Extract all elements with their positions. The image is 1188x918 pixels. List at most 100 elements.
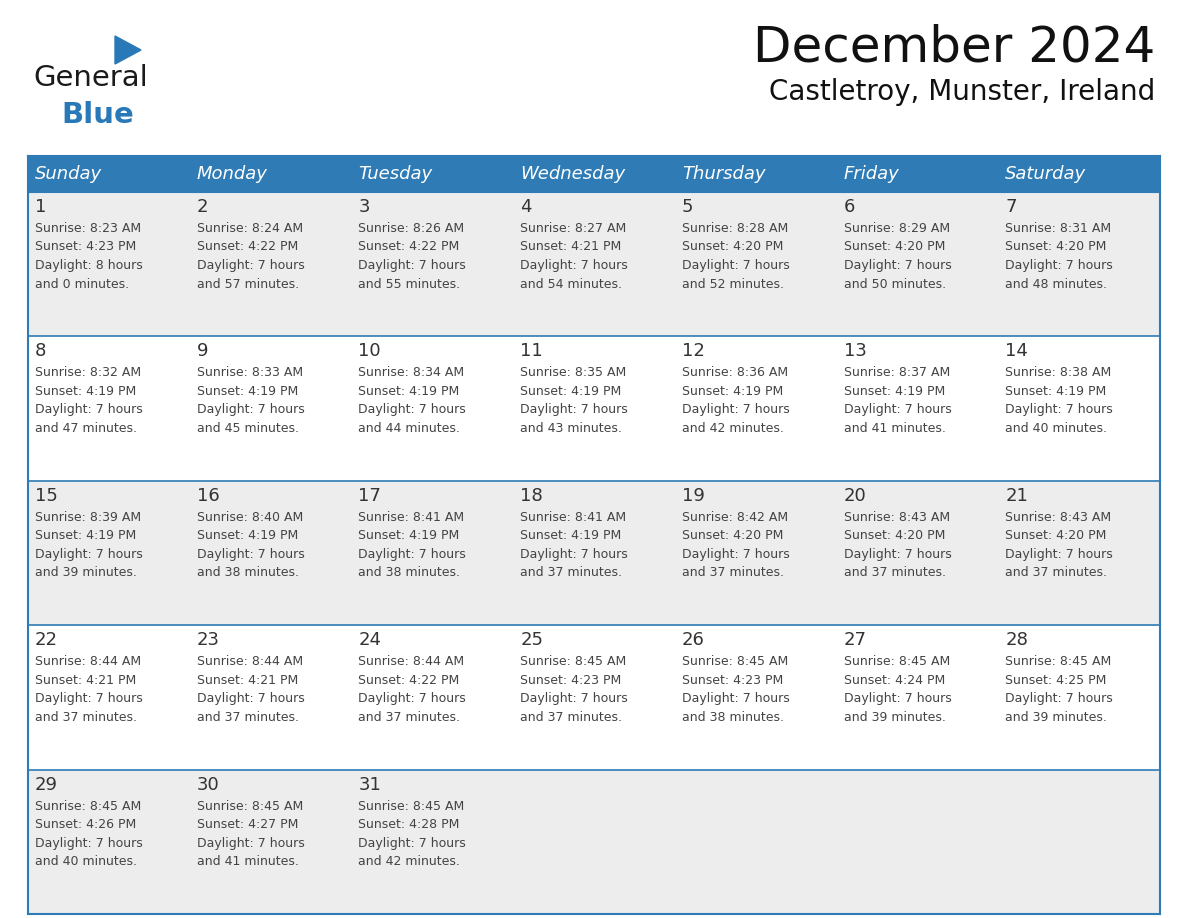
Text: Daylight: 7 hours: Daylight: 7 hours — [682, 259, 790, 272]
Text: and 45 minutes.: and 45 minutes. — [197, 422, 298, 435]
Text: Daylight: 7 hours: Daylight: 7 hours — [1005, 403, 1113, 417]
Text: Sunset: 4:19 PM: Sunset: 4:19 PM — [34, 385, 137, 397]
Text: Sunset: 4:19 PM: Sunset: 4:19 PM — [359, 530, 460, 543]
Text: Daylight: 7 hours: Daylight: 7 hours — [197, 548, 304, 561]
Text: Sunset: 4:22 PM: Sunset: 4:22 PM — [359, 241, 460, 253]
Text: Daylight: 7 hours: Daylight: 7 hours — [359, 692, 466, 705]
Text: Sunrise: 8:40 AM: Sunrise: 8:40 AM — [197, 510, 303, 524]
Text: Sunrise: 8:45 AM: Sunrise: 8:45 AM — [843, 655, 950, 668]
Text: Daylight: 7 hours: Daylight: 7 hours — [520, 403, 628, 417]
Text: Sunrise: 8:26 AM: Sunrise: 8:26 AM — [359, 222, 465, 235]
Text: Sunrise: 8:36 AM: Sunrise: 8:36 AM — [682, 366, 788, 379]
Text: Sunset: 4:19 PM: Sunset: 4:19 PM — [843, 385, 944, 397]
Text: 1: 1 — [34, 198, 46, 216]
Text: Sunset: 4:23 PM: Sunset: 4:23 PM — [520, 674, 621, 687]
Text: and 40 minutes.: and 40 minutes. — [1005, 422, 1107, 435]
Text: 2: 2 — [197, 198, 208, 216]
Text: and 38 minutes.: and 38 minutes. — [682, 711, 784, 723]
Text: 17: 17 — [359, 487, 381, 505]
Text: Sunrise: 8:45 AM: Sunrise: 8:45 AM — [359, 800, 465, 812]
Text: Daylight: 8 hours: Daylight: 8 hours — [34, 259, 143, 272]
Text: Daylight: 7 hours: Daylight: 7 hours — [1005, 548, 1113, 561]
Text: 19: 19 — [682, 487, 704, 505]
Text: and 37 minutes.: and 37 minutes. — [520, 711, 623, 723]
Text: and 54 minutes.: and 54 minutes. — [520, 277, 623, 290]
Text: Sunrise: 8:27 AM: Sunrise: 8:27 AM — [520, 222, 626, 235]
Text: Daylight: 7 hours: Daylight: 7 hours — [1005, 692, 1113, 705]
Text: and 42 minutes.: and 42 minutes. — [682, 422, 784, 435]
Bar — [29, 156, 190, 192]
Text: and 47 minutes.: and 47 minutes. — [34, 422, 137, 435]
Text: Daylight: 7 hours: Daylight: 7 hours — [197, 259, 304, 272]
Text: Sunset: 4:23 PM: Sunset: 4:23 PM — [682, 674, 783, 687]
Text: Daylight: 7 hours: Daylight: 7 hours — [843, 692, 952, 705]
Bar — [836, 156, 998, 192]
Bar — [29, 336, 1159, 481]
Text: Daylight: 7 hours: Daylight: 7 hours — [682, 548, 790, 561]
Text: Sunrise: 8:43 AM: Sunrise: 8:43 AM — [843, 510, 949, 524]
Text: Sunset: 4:22 PM: Sunset: 4:22 PM — [197, 241, 298, 253]
Text: and 37 minutes.: and 37 minutes. — [197, 711, 298, 723]
Text: Sunrise: 8:45 AM: Sunrise: 8:45 AM — [682, 655, 788, 668]
Text: Sunset: 4:21 PM: Sunset: 4:21 PM — [197, 674, 298, 687]
Text: 25: 25 — [520, 632, 543, 649]
Text: Sunrise: 8:38 AM: Sunrise: 8:38 AM — [1005, 366, 1112, 379]
Text: Daylight: 7 hours: Daylight: 7 hours — [682, 692, 790, 705]
Text: 31: 31 — [359, 776, 381, 793]
Text: Sunrise: 8:41 AM: Sunrise: 8:41 AM — [520, 510, 626, 524]
Text: 4: 4 — [520, 198, 532, 216]
Text: Sunset: 4:19 PM: Sunset: 4:19 PM — [197, 530, 298, 543]
Text: Daylight: 7 hours: Daylight: 7 hours — [843, 548, 952, 561]
Text: Sunrise: 8:29 AM: Sunrise: 8:29 AM — [843, 222, 949, 235]
Text: Wednesday: Wednesday — [520, 165, 625, 183]
Text: Castletroy, Munster, Ireland: Castletroy, Munster, Ireland — [769, 78, 1155, 106]
Bar — [29, 625, 1159, 769]
Text: Sunset: 4:24 PM: Sunset: 4:24 PM — [843, 674, 944, 687]
Text: Sunrise: 8:39 AM: Sunrise: 8:39 AM — [34, 510, 141, 524]
Text: Sunrise: 8:32 AM: Sunrise: 8:32 AM — [34, 366, 141, 379]
Bar — [352, 156, 513, 192]
Bar — [29, 481, 1159, 625]
Text: and 52 minutes.: and 52 minutes. — [682, 277, 784, 290]
Text: Daylight: 7 hours: Daylight: 7 hours — [520, 692, 628, 705]
Text: 20: 20 — [843, 487, 866, 505]
Text: Sunrise: 8:45 AM: Sunrise: 8:45 AM — [520, 655, 626, 668]
Text: Sunset: 4:19 PM: Sunset: 4:19 PM — [1005, 385, 1106, 397]
Text: Daylight: 7 hours: Daylight: 7 hours — [843, 259, 952, 272]
Text: Sunset: 4:26 PM: Sunset: 4:26 PM — [34, 818, 137, 831]
Text: and 41 minutes.: and 41 minutes. — [843, 422, 946, 435]
Text: December 2024: December 2024 — [753, 23, 1155, 71]
Bar — [513, 156, 675, 192]
Text: 18: 18 — [520, 487, 543, 505]
Text: Sunrise: 8:41 AM: Sunrise: 8:41 AM — [359, 510, 465, 524]
Text: and 37 minutes.: and 37 minutes. — [843, 566, 946, 579]
Bar — [190, 156, 352, 192]
Text: Sunrise: 8:28 AM: Sunrise: 8:28 AM — [682, 222, 788, 235]
Text: Sunset: 4:19 PM: Sunset: 4:19 PM — [34, 530, 137, 543]
Text: Sunrise: 8:35 AM: Sunrise: 8:35 AM — [520, 366, 626, 379]
Text: Daylight: 7 hours: Daylight: 7 hours — [34, 692, 143, 705]
Text: Sunrise: 8:31 AM: Sunrise: 8:31 AM — [1005, 222, 1112, 235]
Text: and 48 minutes.: and 48 minutes. — [1005, 277, 1107, 290]
Text: 3: 3 — [359, 198, 369, 216]
Text: 5: 5 — [682, 198, 694, 216]
Text: Sunrise: 8:23 AM: Sunrise: 8:23 AM — [34, 222, 141, 235]
Text: 10: 10 — [359, 342, 381, 361]
Text: and 55 minutes.: and 55 minutes. — [359, 277, 461, 290]
Text: Sunset: 4:19 PM: Sunset: 4:19 PM — [359, 385, 460, 397]
Text: Thursday: Thursday — [682, 165, 765, 183]
Text: and 37 minutes.: and 37 minutes. — [520, 566, 623, 579]
Text: 22: 22 — [34, 632, 58, 649]
Polygon shape — [115, 36, 141, 64]
Text: 27: 27 — [843, 632, 866, 649]
Text: 8: 8 — [34, 342, 46, 361]
Text: Daylight: 7 hours: Daylight: 7 hours — [520, 548, 628, 561]
Text: 28: 28 — [1005, 632, 1028, 649]
Bar — [998, 156, 1159, 192]
Text: Sunset: 4:21 PM: Sunset: 4:21 PM — [520, 241, 621, 253]
Text: Daylight: 7 hours: Daylight: 7 hours — [359, 836, 466, 849]
Text: Sunrise: 8:42 AM: Sunrise: 8:42 AM — [682, 510, 788, 524]
Text: and 37 minutes.: and 37 minutes. — [1005, 566, 1107, 579]
Text: Saturday: Saturday — [1005, 165, 1086, 183]
Text: 11: 11 — [520, 342, 543, 361]
